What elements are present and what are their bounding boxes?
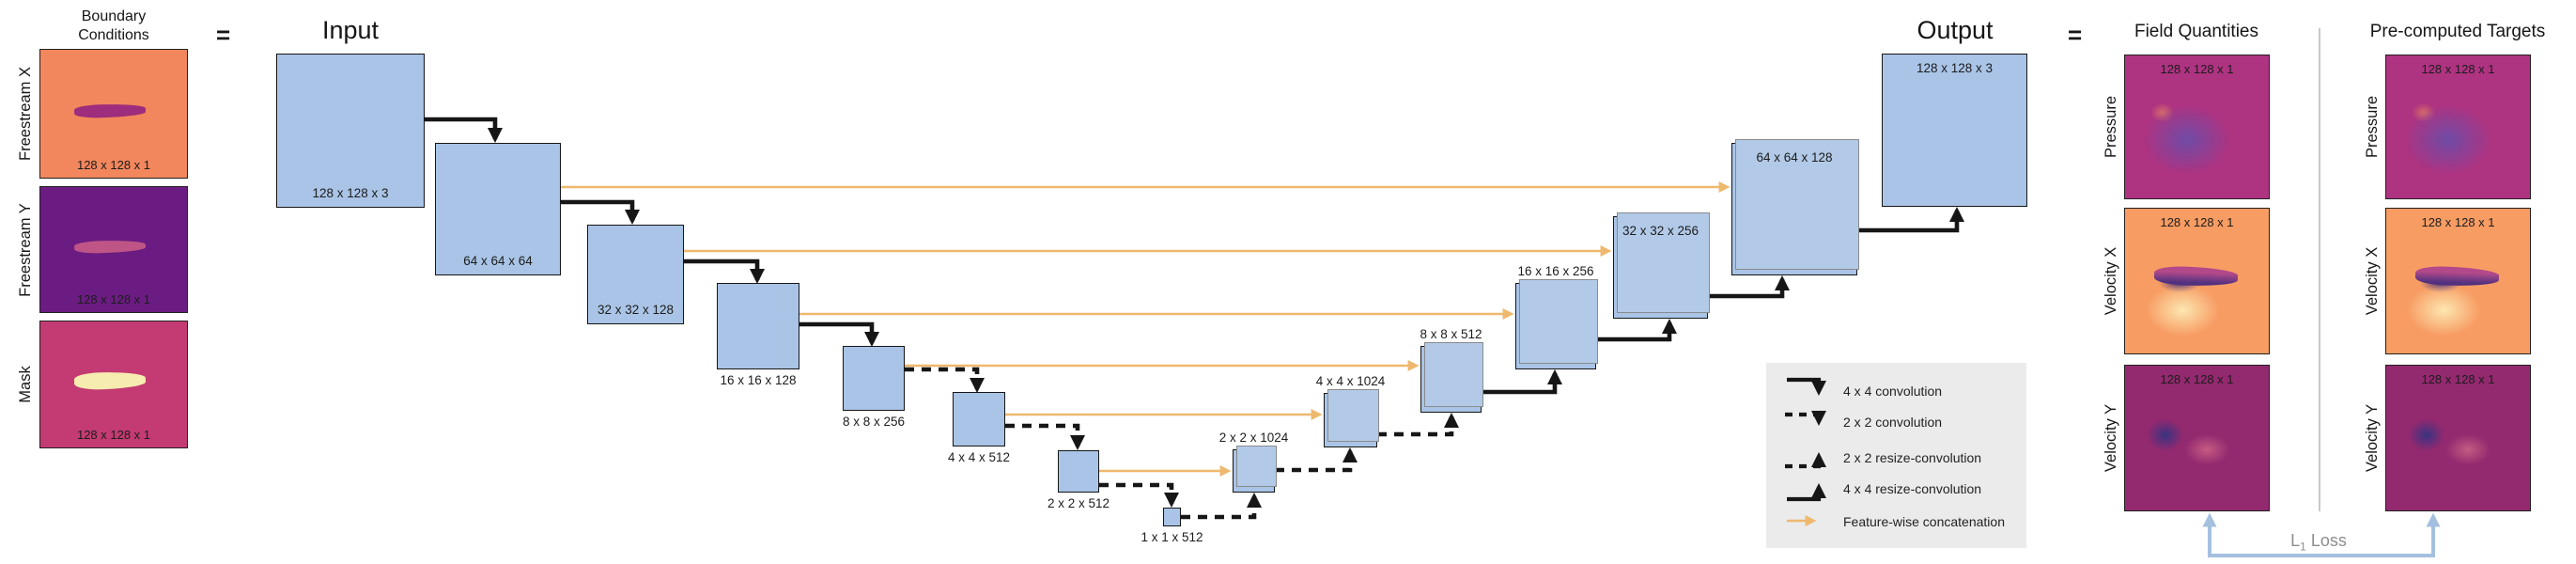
- conv-2x2-arrows: [905, 367, 1459, 520]
- unet-block-4x4x1024: 4 x 4 x 1024: [1316, 374, 1385, 447]
- conv-4x4-arrows: [424, 117, 1964, 395]
- block-label: 4 x 4 x 1024: [1315, 374, 1386, 388]
- fq-velocity-x-image: 128 x 128 x 1: [2124, 208, 2270, 354]
- unet-block-64x64x128: 64 x 64 x 128: [1731, 139, 1859, 275]
- boundary-conditions-title: Boundary Conditions: [20, 8, 208, 44]
- block-label: 4 x 4 x 512: [947, 450, 1011, 464]
- target-velocity-y-image: 128 x 128 x 1: [2385, 365, 2531, 511]
- image-caption: 128 x 128 x 1: [2160, 215, 2234, 229]
- image-caption: 128 x 128 x 1: [76, 292, 151, 306]
- unet-block-8x8x512: 8 x 8 x 512: [1420, 327, 1483, 413]
- concat-lines: [561, 181, 1730, 477]
- block-label: 64 x 64 x 64: [463, 254, 533, 268]
- legend-item-feature-wise-concatenation: Feature-wise concatenation: [1843, 514, 2005, 529]
- field-quantities-title: Field Quantities: [2134, 22, 2258, 41]
- unet-block-16x16x256: 16 x 16 x 256: [1515, 264, 1598, 369]
- equals-sign-right: =: [2068, 21, 2083, 49]
- image-caption: 128 x 128 x 1: [2160, 372, 2234, 386]
- block-label: 64 x 64 x 128: [1756, 150, 1833, 164]
- l1-loss-label: L1 Loss: [2258, 531, 2380, 554]
- target-velocity-x-image: 128 x 128 x 1: [2385, 208, 2531, 354]
- legend-icons: [1785, 377, 1826, 526]
- block-label: 32 x 32 x 128: [597, 303, 675, 317]
- block-label: 32 x 32 x 256: [1622, 224, 1699, 238]
- unet-block-64x64x64: 64 x 64 x 64: [435, 143, 561, 275]
- l1-loss-bracket: [2202, 512, 2441, 557]
- legend-item-2x2-resize-convolution: 2 x 2 resize-convolution: [1843, 450, 1982, 465]
- image-caption: 128 x 128 x 1: [2421, 215, 2495, 229]
- image-caption: 128 x 128 x 1: [76, 158, 151, 172]
- image-caption: 128 x 128 x 1: [2421, 372, 2495, 386]
- block-label: 2 x 2 x 1024: [1218, 431, 1289, 445]
- unet-block-32x32x128: 32 x 32 x 128: [587, 225, 684, 324]
- boundary-title-line2: Conditions: [78, 26, 149, 43]
- unet-block-1x1x512: 1 x 1 x 512: [1141, 508, 1203, 544]
- unet-block-output-128x128x3: 128 x 128 x 3: [1882, 54, 2027, 207]
- target-pressure-image: 128 x 128 x 1: [2385, 55, 2531, 199]
- fq-velocity-y-image: 128 x 128 x 1: [2124, 365, 2270, 511]
- unet-block-2x2x1024: 2 x 2 x 1024: [1219, 431, 1288, 493]
- legend-item-4x4-convolution: 4 x 4 convolution: [1843, 384, 1943, 399]
- legend-item-4x4-resize-convolution: 4 x 4 resize-convolution: [1843, 481, 1982, 496]
- block-label: 128 x 128 x 3: [1916, 61, 1994, 75]
- unet-block-8x8x256: 8 x 8 x 256: [843, 346, 905, 429]
- block-label: 2 x 2 x 512: [1047, 496, 1110, 510]
- fq-pressure-image: 128 x 128 x 1: [2124, 55, 2270, 199]
- block-label: 16 x 16 x 256: [1517, 264, 1594, 278]
- output-title: Output: [1916, 16, 1994, 44]
- equals-sign-left: =: [216, 21, 231, 49]
- block-label: 8 x 8 x 256: [842, 415, 906, 429]
- block-label: 1 x 1 x 512: [1141, 530, 1203, 544]
- loss-subscript: 1: [2300, 540, 2306, 554]
- unet-block-32x32x256: 32 x 32 x 256: [1613, 212, 1710, 319]
- image-caption: 128 x 128 x 1: [76, 428, 151, 442]
- block-label: 16 x 16 x 128: [720, 373, 797, 387]
- loss-suffix: Loss: [2305, 531, 2347, 550]
- pre-computed-targets-title: Pre-computed Targets: [2369, 22, 2546, 41]
- loss-prefix: L: [2290, 531, 2301, 550]
- column-divider: [2319, 28, 2320, 511]
- legend-item-2x2-convolution: 2 x 2 convolution: [1843, 415, 1943, 430]
- boundary-title-line1: Boundary: [81, 8, 147, 24]
- unet-block-2x2x512: 2 x 2 x 512: [1047, 450, 1110, 510]
- unet-block-4x4x512: 4 x 4 x 512: [948, 392, 1010, 464]
- block-label: 8 x 8 x 512: [1420, 327, 1482, 341]
- input-title: Input: [321, 16, 380, 44]
- unet-block-input-128x128x3: 128 x 128 x 3: [276, 54, 425, 208]
- mask-image: 128 x 128 x 1: [39, 321, 188, 448]
- unet-block-16x16x128: 16 x 16 x 128: [717, 283, 799, 387]
- freestream-x-image: 128 x 128 x 1: [39, 49, 188, 179]
- image-caption: 128 x 128 x 1: [2160, 62, 2234, 76]
- image-caption: 128 x 128 x 1: [2421, 62, 2495, 76]
- freestream-y-image: 128 x 128 x 1: [39, 186, 188, 313]
- block-label: 128 x 128 x 3: [312, 186, 389, 200]
